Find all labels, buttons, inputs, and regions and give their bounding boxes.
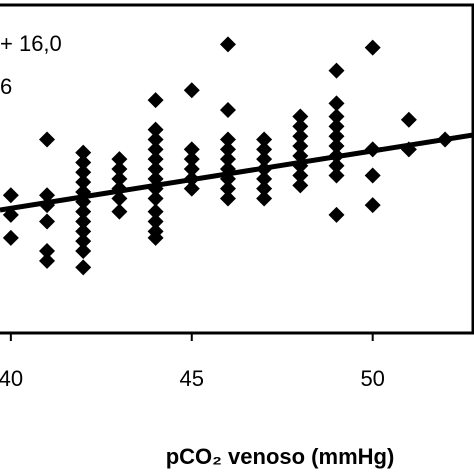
data-point: [328, 167, 345, 184]
data-point: [75, 174, 92, 191]
data-point: [219, 36, 236, 53]
data-point: [147, 151, 164, 168]
data-point: [256, 170, 273, 187]
data-point: [147, 131, 164, 148]
data-point: [292, 108, 309, 125]
data-point: [75, 233, 92, 250]
data-point: [256, 141, 273, 158]
data-point: [219, 141, 236, 158]
data-point: [292, 177, 309, 194]
data-point: [39, 243, 56, 259]
data-point: [219, 101, 236, 118]
data-point: [75, 154, 92, 171]
x-axis-label: pCO₂ venoso (mmHg): [166, 444, 395, 469]
data-point: [292, 167, 309, 184]
data-point: [147, 161, 164, 177]
data-point: [111, 161, 128, 177]
data-point: [328, 62, 345, 79]
data-point: [183, 180, 200, 197]
data-point: [364, 167, 381, 184]
data-point: [2, 229, 19, 246]
data-point: [219, 151, 236, 168]
data-point: [75, 223, 92, 240]
data-point: [147, 190, 164, 207]
data-point: [256, 190, 273, 207]
x-tick-label: 50: [360, 366, 384, 391]
annotation: + 16,0: [0, 31, 62, 56]
data-point: [2, 187, 19, 204]
data-point: [147, 203, 164, 220]
data-point: [75, 164, 92, 181]
data-point: [219, 180, 236, 197]
data-point: [328, 118, 345, 135]
data-point: [39, 131, 56, 148]
data-point: [147, 92, 164, 109]
data-point: [147, 141, 164, 158]
data-point: [111, 170, 128, 187]
annotation: 6: [0, 74, 12, 99]
data-point: [75, 243, 92, 259]
x-tick-label: 40: [0, 366, 23, 391]
data-point: [111, 190, 128, 207]
data-point: [183, 161, 200, 177]
data-point: [75, 144, 92, 161]
data-point: [328, 108, 345, 125]
data-point: [183, 141, 200, 158]
data-point: [328, 157, 345, 174]
data-point: [75, 203, 92, 220]
data-point: [183, 151, 200, 168]
data-point: [256, 151, 273, 168]
data-point: [328, 206, 345, 223]
data-point: [111, 203, 128, 220]
data-point: [400, 111, 417, 128]
x-tick-label: 45: [180, 366, 204, 391]
data-point: [292, 138, 309, 155]
data-point: [147, 213, 164, 230]
data-point: [183, 82, 200, 99]
data-point: [75, 213, 92, 230]
data-point: [256, 180, 273, 197]
data-point: [328, 95, 345, 112]
data-point: [219, 131, 236, 148]
data-point: [292, 128, 309, 145]
data-point: [39, 187, 56, 204]
data-point: [292, 118, 309, 135]
data-point: [111, 151, 128, 168]
trend-line: [0, 132, 474, 213]
data-point: [219, 190, 236, 207]
data-point: [147, 229, 164, 246]
data-point: [147, 121, 164, 138]
data-point: [39, 252, 56, 269]
data-point: [328, 138, 345, 155]
data-point: [364, 39, 381, 56]
plot-frame: [0, 3, 474, 335]
data-point: [75, 259, 92, 276]
data-point: [364, 197, 381, 214]
data-point: [328, 128, 345, 145]
data-point: [256, 131, 273, 148]
data-point: [39, 213, 56, 230]
